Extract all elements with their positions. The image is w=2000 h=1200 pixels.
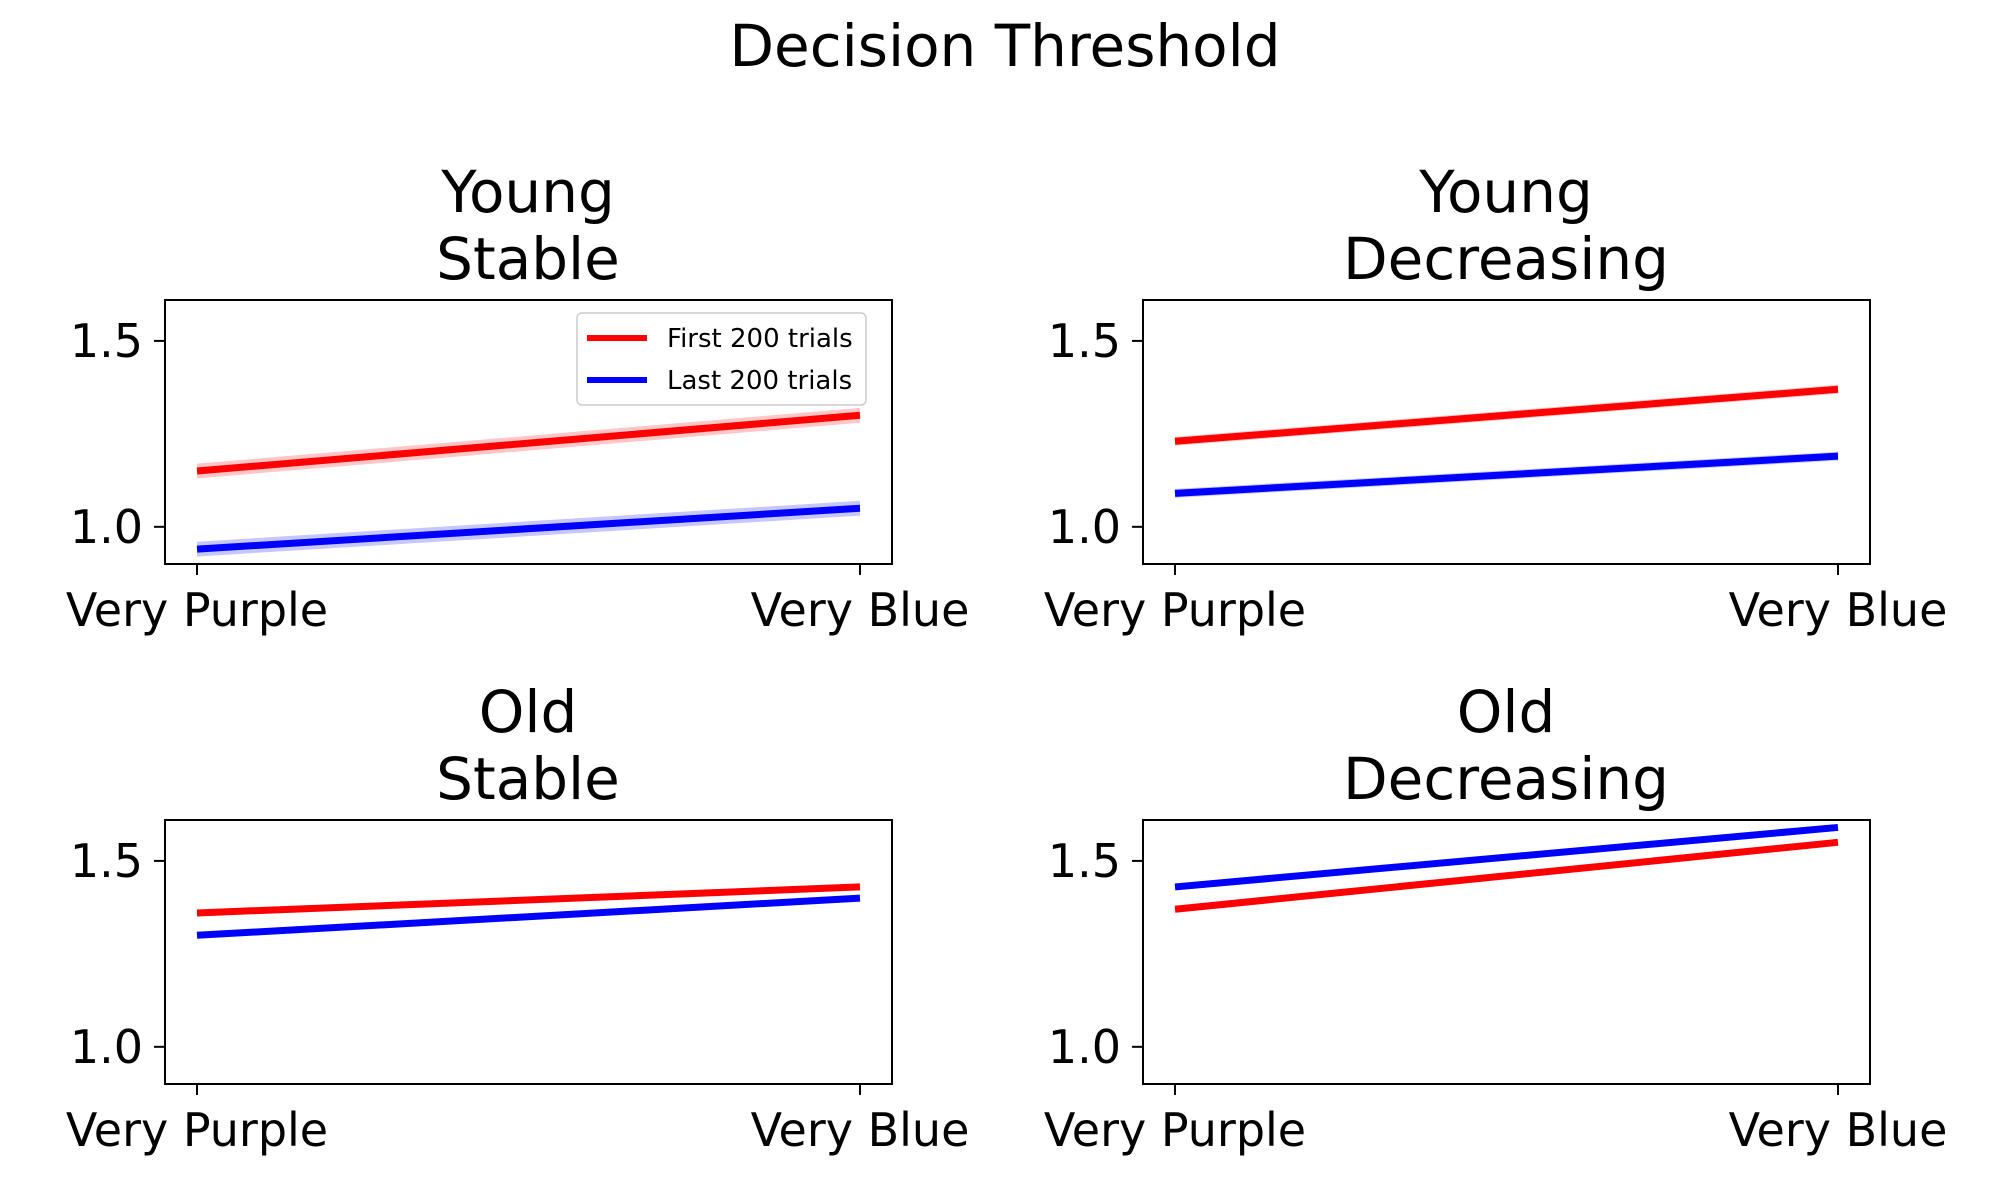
x-tick-label: Very Purple — [66, 583, 328, 637]
figure-title: Decision Threshold — [729, 12, 1280, 80]
subplot-title-line: Young — [440, 158, 615, 226]
subplot-title-line: Old — [1457, 678, 1556, 746]
x-tick-label: Very Purple — [66, 1103, 328, 1157]
legend: First 200 trials Last 200 trials — [576, 312, 867, 406]
series-line-first — [1174, 385, 1839, 445]
axes-frame — [164, 299, 893, 565]
subplot-title-line: Old — [479, 678, 578, 746]
y-tick-label: 1.5 — [70, 314, 143, 368]
axes-frame — [1142, 299, 1871, 565]
legend-label: Last 200 trials — [667, 366, 852, 396]
x-tick-label: Very Purple — [1044, 583, 1306, 637]
y-tick-label: 1.0 — [1048, 500, 1121, 554]
subplot-title-line: Stable — [436, 225, 620, 293]
series-line-first — [1174, 838, 1839, 913]
series-line-last — [196, 504, 861, 553]
subplot-title-line: Decreasing — [1343, 745, 1669, 813]
series-line-first — [196, 883, 861, 917]
y-tick-label: 1.5 — [1048, 834, 1121, 888]
legend-box — [576, 312, 867, 406]
series-line-last — [196, 894, 861, 939]
legend-label: First 200 trials — [667, 324, 853, 354]
axes-frame — [164, 819, 893, 1085]
y-tick-label: 1.5 — [70, 834, 143, 888]
axes-frame — [1142, 819, 1871, 1085]
y-tick-label: 1.0 — [1048, 1020, 1121, 1074]
y-tick-label: 1.0 — [70, 1020, 143, 1074]
x-tick-label: Very Blue — [1729, 1103, 1948, 1157]
x-tick-label: Very Blue — [751, 583, 970, 637]
subplot-title-line: Stable — [436, 745, 620, 813]
subplot-title-line: Young — [1418, 158, 1593, 226]
y-tick-label: 1.5 — [1048, 314, 1121, 368]
series-line-last — [1174, 823, 1839, 891]
x-tick-label: Very Blue — [1729, 583, 1948, 637]
series-line-first — [196, 411, 861, 475]
y-tick-label: 1.0 — [70, 500, 143, 554]
subplot-title-line: Decreasing — [1343, 225, 1669, 293]
x-tick-label: Very Purple — [1044, 1103, 1306, 1157]
x-tick-label: Very Blue — [751, 1103, 970, 1157]
series-line-last — [1174, 452, 1839, 497]
